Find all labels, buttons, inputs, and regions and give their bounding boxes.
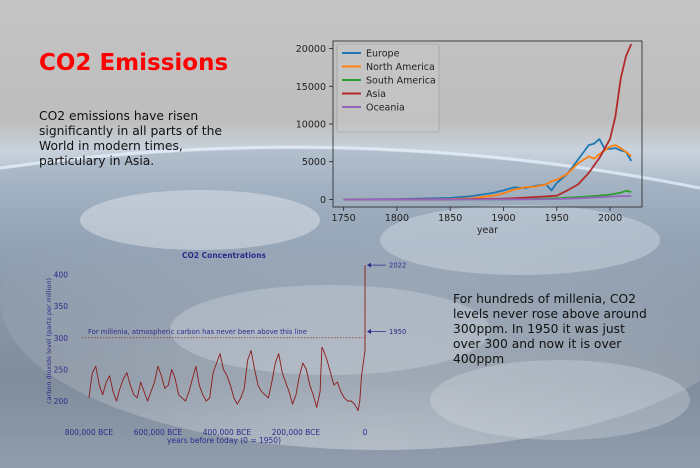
chart2-arrow-head [367, 329, 371, 335]
chart2-xlabel: years before today (0 = 1950) [167, 436, 281, 445]
chart1-legend [336, 43, 440, 133]
chart2-xtick-label: 800,000 BCE [65, 428, 114, 437]
chart2-xtick-label: 400,000 BCE [203, 428, 252, 437]
chart1-xtick-label: 1750 [332, 213, 356, 224]
chart2-ylabel: carbon dioxide level (parts per million) [45, 278, 53, 404]
chart1-xlabel: year [477, 225, 498, 236]
chart1-legend-label: Asia [366, 89, 386, 100]
co2-concentration-text: For hundreds of millenia, CO2 levels nev… [453, 292, 647, 366]
chart1-legend-label: Europe [366, 49, 400, 60]
chart1-legend-label: South America [366, 76, 436, 87]
chart2-xtick-label: 0 [363, 428, 368, 437]
chart2-arrow-head [367, 262, 371, 268]
chart1-ytick-label: 10000 [296, 120, 326, 131]
chart1-series-line [343, 195, 632, 201]
chart2-annotation-1950: 1950 [389, 328, 406, 336]
chart2-xtick-label: 600,000 BCE [134, 428, 183, 437]
chart1-legend-label: North America [366, 62, 435, 73]
chart2-annotation-2022: 2022 [389, 262, 406, 270]
chart2-title: CO2 Concentrations [182, 251, 267, 260]
chart1-ytick-label: 5000 [302, 157, 326, 168]
chart1-ytick-label: 20000 [296, 44, 326, 55]
chart1-ytick-label: 0 [320, 195, 326, 206]
chart1-xtick-label: 1850 [438, 213, 462, 224]
chart1-xtick-label: 1950 [545, 213, 569, 224]
chart1-ytick-label: 15000 [296, 82, 326, 93]
description-text: CO2 emissions have risen significantly i… [39, 109, 222, 168]
chart1-legend-label: Oceania [366, 103, 405, 114]
chart1-series-line [343, 138, 633, 201]
chart2-ytick-label: 400 [54, 271, 69, 280]
chart2-ytick-label: 250 [54, 365, 69, 374]
chart2-co2-line [88, 265, 366, 411]
chart2-ytick-label: 300 [54, 334, 69, 343]
chart2-threshold-annotation: For millenia, atmospheric carbon has nev… [88, 328, 307, 336]
chart1-xtick-label: 2000 [598, 213, 622, 224]
chart2-ytick-label: 200 [54, 397, 69, 406]
page-title: CO2 Emissions [39, 50, 229, 76]
chart1-series-line [343, 144, 632, 201]
chart2-ytick-label: 350 [54, 302, 69, 311]
chart1-series-line [343, 43, 633, 201]
chart1-xtick-label: 1800 [385, 213, 409, 224]
chart2-xtick-label: 200,000 BCE [272, 428, 321, 437]
chart1-xtick-label: 1900 [491, 213, 515, 224]
